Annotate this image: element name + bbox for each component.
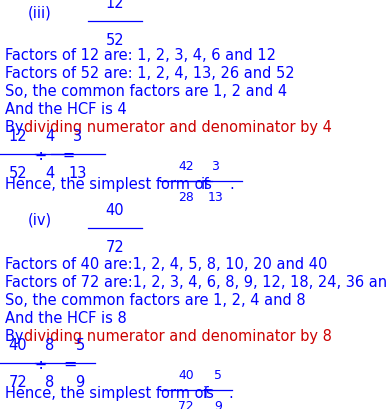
Text: 4: 4 <box>45 128 55 143</box>
Text: 42: 42 <box>178 160 194 173</box>
Text: 52: 52 <box>106 34 124 48</box>
Text: 40: 40 <box>178 368 194 381</box>
Text: ÷: ÷ <box>35 356 47 371</box>
Text: 28: 28 <box>178 191 194 204</box>
Text: 40: 40 <box>106 202 124 217</box>
Text: 72: 72 <box>9 375 27 389</box>
Text: .: . <box>228 385 233 400</box>
Text: dividing numerator and denominator by 4: dividing numerator and denominator by 4 <box>24 120 332 135</box>
Text: 13: 13 <box>208 191 224 204</box>
Text: 5: 5 <box>75 337 85 352</box>
Text: By: By <box>5 328 28 343</box>
Text: Factors of 12 are: 1, 2, 3, 4, 6 and 12: Factors of 12 are: 1, 2, 3, 4, 6 and 12 <box>5 48 276 63</box>
Text: 3: 3 <box>74 128 82 143</box>
Text: is: is <box>201 177 213 191</box>
Text: Hence, the simplest form of: Hence, the simplest form of <box>5 177 209 191</box>
Text: 40: 40 <box>9 337 27 352</box>
Text: 72: 72 <box>178 399 194 409</box>
Text: By: By <box>5 120 28 135</box>
Text: dividing numerator and denominator by 8: dividing numerator and denominator by 8 <box>24 328 332 343</box>
Text: And the HCF is 8: And the HCF is 8 <box>5 310 127 325</box>
Text: 5: 5 <box>214 368 222 381</box>
Text: Factors of 40 are:1, 2, 4, 5, 8, 10, 20 and 40: Factors of 40 are:1, 2, 4, 5, 8, 10, 20 … <box>5 256 327 271</box>
Text: 52: 52 <box>9 166 27 181</box>
Text: ÷: ÷ <box>35 148 47 163</box>
Text: =: = <box>63 148 75 163</box>
Text: 8: 8 <box>45 375 55 389</box>
Text: 4: 4 <box>45 166 55 181</box>
Text: (iv): (iv) <box>28 213 52 227</box>
Text: 9: 9 <box>75 375 85 389</box>
Text: (iii): (iii) <box>28 6 52 21</box>
Text: .: . <box>229 177 234 191</box>
Text: So, the common factors are 1, 2, 4 and 8: So, the common factors are 1, 2, 4 and 8 <box>5 292 306 307</box>
Text: 72: 72 <box>106 240 124 255</box>
Text: =: = <box>63 356 77 371</box>
Text: is: is <box>203 385 215 400</box>
Text: So, the common factors are 1, 2 and 4: So, the common factors are 1, 2 and 4 <box>5 84 287 99</box>
Text: 3: 3 <box>212 160 220 173</box>
Text: 8: 8 <box>45 337 55 352</box>
Text: Factors of 72 are:1, 2, 3, 4, 6, 8, 9, 12, 18, 24, 36 and 72: Factors of 72 are:1, 2, 3, 4, 6, 8, 9, 1… <box>5 274 387 289</box>
Text: And the HCF is 4: And the HCF is 4 <box>5 102 127 117</box>
Text: 12: 12 <box>9 128 27 143</box>
Text: 13: 13 <box>69 166 87 181</box>
Text: 9: 9 <box>214 399 222 409</box>
Text: 12: 12 <box>106 0 124 11</box>
Text: Factors of 52 are: 1, 2, 4, 13, 26 and 52: Factors of 52 are: 1, 2, 4, 13, 26 and 5… <box>5 66 295 81</box>
Text: Hence, the simplest form of: Hence, the simplest form of <box>5 385 209 400</box>
